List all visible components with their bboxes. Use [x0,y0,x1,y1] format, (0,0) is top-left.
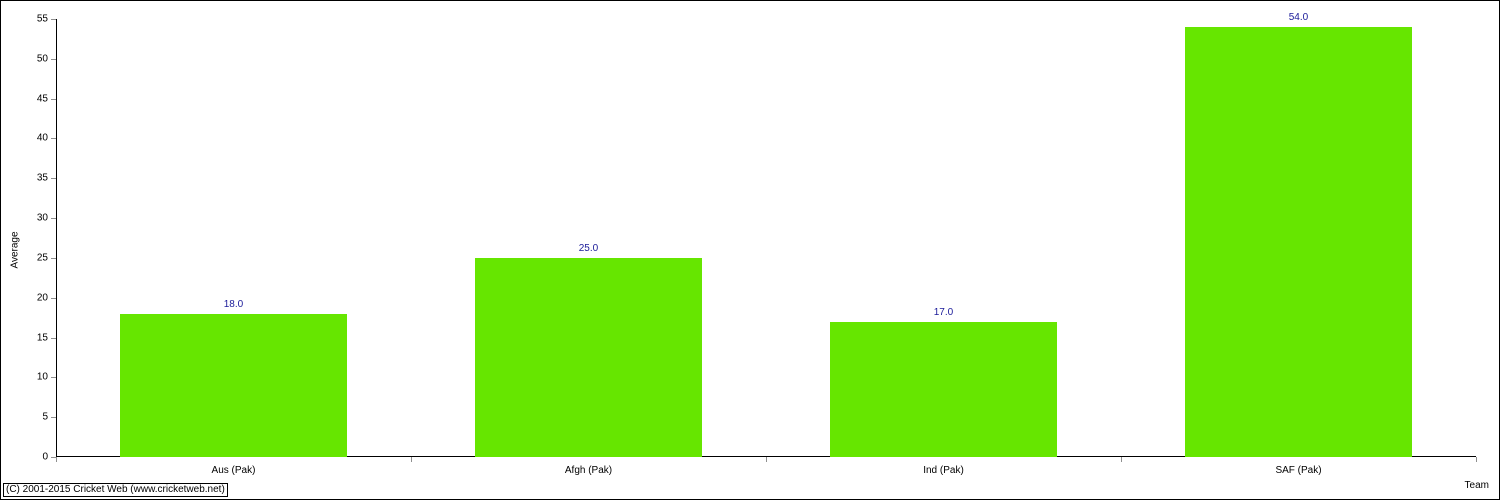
bar: 25.0 [475,258,702,457]
x-tick [1121,457,1122,462]
y-tick [51,99,56,100]
y-tick [51,258,56,259]
y-tick [51,178,56,179]
x-tick-label: SAF (Pak) [1275,465,1321,476]
x-tick [56,457,57,462]
bar: 54.0 [1185,27,1412,457]
y-tick-label: 30 [37,213,48,224]
x-axis-title: Team [1465,480,1489,491]
y-tick-label: 50 [37,53,48,64]
y-tick-label: 45 [37,93,48,104]
y-axis-title: Average [10,231,21,268]
bar-value-label: 18.0 [224,299,243,310]
y-tick-label: 0 [42,452,48,463]
x-tick [766,457,767,462]
y-tick [51,298,56,299]
y-tick [51,338,56,339]
x-tick-label: Afgh (Pak) [565,465,612,476]
bar-value-label: 54.0 [1289,12,1308,23]
y-tick [51,138,56,139]
x-tick-label: Ind (Pak) [923,465,964,476]
y-tick-label: 25 [37,252,48,263]
bar-value-label: 17.0 [934,307,953,318]
y-tick-label: 20 [37,292,48,303]
y-tick-label: 35 [37,173,48,184]
y-tick-label: 40 [37,133,48,144]
x-tick [411,457,412,462]
x-tick [1476,457,1477,462]
y-axis-line [56,19,57,457]
y-tick-label: 15 [37,332,48,343]
y-tick [51,218,56,219]
y-tick [51,377,56,378]
y-tick-label: 55 [37,14,48,25]
y-tick-label: 10 [37,372,48,383]
y-tick [51,59,56,60]
plot-area: 051015202530354045505518.0Aus (Pak)25.0A… [56,19,1476,457]
bar: 18.0 [120,314,347,457]
x-tick-label: Aus (Pak) [212,465,256,476]
y-tick [51,417,56,418]
y-tick [51,19,56,20]
bar: 17.0 [830,322,1057,457]
y-tick-label: 5 [42,412,48,423]
chart-container: Average 051015202530354045505518.0Aus (P… [0,0,1500,500]
bar-value-label: 25.0 [579,243,598,254]
copyright-notice: (C) 2001-2015 Cricket Web (www.cricketwe… [3,483,228,497]
